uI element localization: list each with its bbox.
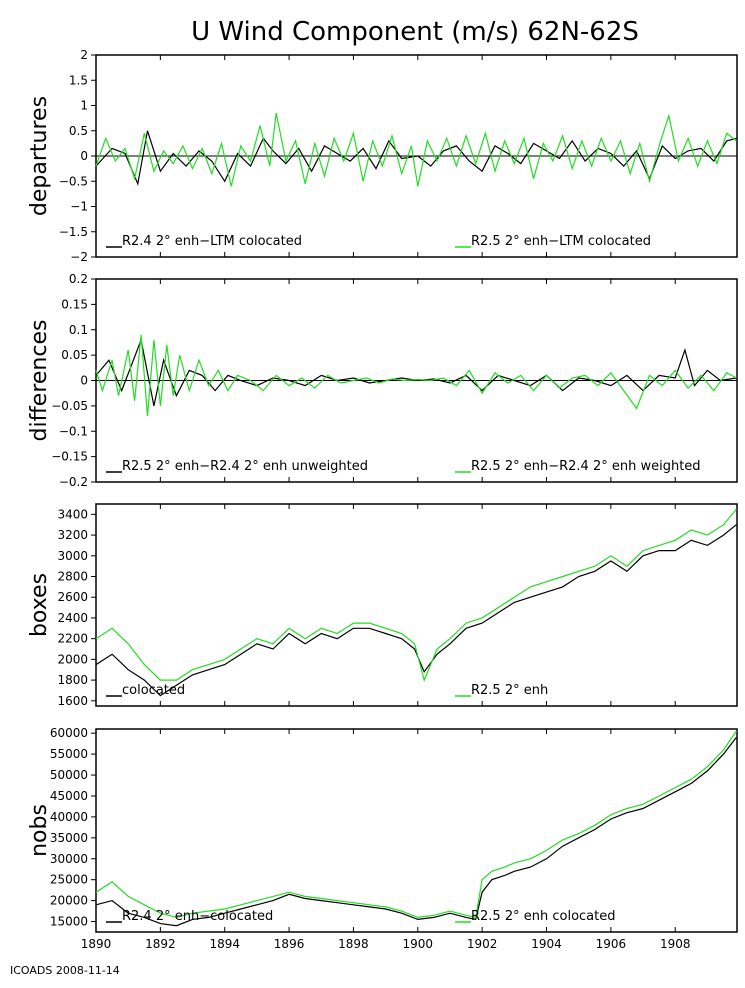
y-tick-label: 35000 (50, 831, 88, 845)
y-tick-label: −1 (70, 200, 88, 214)
y-tick-label: 2800 (57, 570, 88, 584)
y-tick-label: 15000 (50, 915, 88, 929)
legend-label: R2.5 2° enh (471, 683, 548, 698)
panel-boxes: 1600 1800 2000 2200 2400 2600 2800 3000 3200 3400… (27, 503, 738, 708)
legend-label: R2.5 2° enh colocated (471, 909, 615, 924)
x-tick-label: 1904 (531, 937, 562, 951)
series-line (95, 130, 737, 186)
y-tick-label: 0 (80, 149, 88, 163)
x-tick-label: 1896 (274, 937, 305, 951)
x-tick-label: 1900 (403, 937, 434, 951)
panel-differences: −0.2 −0.15 −0.1 −0.05 0 0.05 0.1 0.15 0.2 differe… (27, 272, 738, 489)
y-tick-label: 50000 (50, 768, 88, 782)
x-tick-label: 1890 (81, 937, 112, 951)
y-tick-label: −0.5 (59, 174, 88, 188)
y-tick-label: 60000 (50, 726, 88, 740)
y-tick-label: 2400 (57, 611, 88, 625)
y-tick-label: 20000 (50, 894, 88, 908)
y-tick-label: 1 (80, 99, 88, 113)
x-tick-label: 1908 (660, 937, 691, 951)
footer-text: ICOADS 2008-11-14 (10, 964, 120, 977)
y-tick-label: 1.5 (69, 73, 88, 87)
y-tick-label: 25000 (50, 873, 88, 887)
y-tick-label: −0.05 (51, 399, 88, 413)
y-tick-label: 0.15 (61, 297, 88, 311)
series-line (95, 334, 737, 417)
series-line (95, 737, 737, 927)
y-tick-label: 2 (80, 48, 88, 62)
x-tick-label: 1902 (467, 937, 498, 951)
y-tick-label: 0 (80, 374, 88, 388)
y-tick-label: −0.15 (51, 450, 88, 464)
plot-frame (95, 728, 738, 933)
y-axis-label: differences (27, 320, 52, 442)
x-tick-label: 1892 (145, 937, 176, 951)
y-tick-label: 2200 (57, 632, 88, 646)
y-tick-label: 2000 (57, 652, 88, 666)
y-tick-label: 40000 (50, 810, 88, 824)
y-tick-label: 0.05 (61, 348, 88, 362)
y-tick-label: −2 (70, 250, 88, 264)
legend-label: R2.4 2° enh−LTM colocated (122, 234, 302, 249)
legend-label: R2.5 2° enh−LTM colocated (471, 234, 651, 249)
y-axis-label: nobs (27, 804, 52, 857)
x-tick-label: 1894 (209, 937, 240, 951)
y-tick-label: 0.2 (69, 272, 88, 286)
series-line (95, 112, 737, 187)
y-tick-label: 0.5 (69, 124, 88, 138)
legend-label: R2.5 2° enh−R2.4 2° enh weighted (471, 459, 701, 474)
legend-label: R2.4 2° enh−colocated (122, 909, 273, 924)
y-tick-label: 0.1 (69, 323, 88, 337)
y-tick-label: −1.5 (59, 225, 88, 239)
legend-label: R2.5 2° enh−R2.4 2° enh unweighted (122, 459, 368, 474)
y-tick-label: −0.1 (59, 424, 88, 438)
y-tick-label: 1600 (57, 694, 88, 708)
y-tick-label: 3000 (57, 549, 88, 563)
legend-label: colocated (122, 683, 185, 698)
y-tick-label: −0.2 (59, 475, 88, 489)
y-tick-label: 45000 (50, 789, 88, 803)
y-axis-label: departures (27, 96, 52, 216)
y-tick-label: 2600 (57, 590, 88, 604)
y-tick-label: 30000 (50, 852, 88, 866)
y-tick-label: 1800 (57, 673, 88, 687)
x-tick-label: 1898 (338, 937, 369, 951)
panel-departures: −2 −1.5 −1 −0.5 0 0.5 1 1.5 2 departures R2.4 2° e… (27, 48, 738, 264)
chart-title: U Wind Component (m/s) 62N-62S (191, 17, 639, 47)
plot-frame (95, 503, 738, 707)
panels: −2 −1.5 −1 −0.5 0 0.5 1 1.5 2 departures R2.4 2° e… (27, 48, 738, 951)
y-tick-label: 55000 (50, 747, 88, 761)
y-tick-label: 3200 (57, 528, 88, 542)
series-line (95, 337, 737, 407)
series-line (95, 508, 737, 682)
series-line (95, 730, 737, 919)
y-tick-label: 3400 (57, 507, 88, 521)
y-axis-label: boxes (27, 573, 52, 637)
x-tick-label: 1906 (596, 937, 627, 951)
panel-nobs: 15000 20000 25000 30000 35000 40000 45000 50000… (27, 726, 738, 933)
